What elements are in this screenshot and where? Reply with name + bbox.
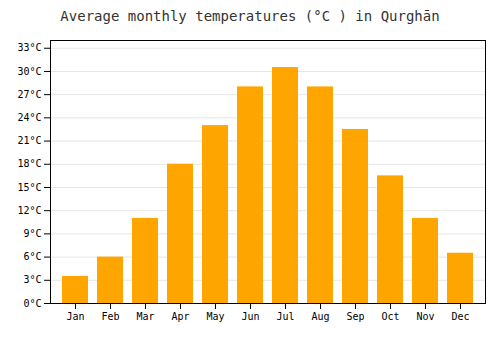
svg-text:Jan: Jan xyxy=(66,311,84,322)
svg-text:0°C: 0°C xyxy=(23,298,41,309)
svg-text:Feb: Feb xyxy=(101,311,119,322)
svg-text:9°C: 9°C xyxy=(23,228,41,239)
svg-text:6°C: 6°C xyxy=(23,251,41,262)
svg-text:18°C: 18°C xyxy=(17,158,41,169)
svg-text:Apr: Apr xyxy=(171,311,189,322)
svg-text:27°C: 27°C xyxy=(17,89,41,100)
html-text:Average monthly temperatures (: Average monthly temperatures (°C ) in Qu… xyxy=(60,8,440,24)
svg-text:Sep: Sep xyxy=(346,311,364,322)
svg-text:24°C: 24°C xyxy=(17,112,41,123)
svg-text:3°C: 3°C xyxy=(23,274,41,285)
svg-text:Aug: Aug xyxy=(311,311,329,322)
svg-text:Dec: Dec xyxy=(451,311,469,322)
svg-text:33°C: 33°C xyxy=(17,42,41,53)
svg-text:15°C: 15°C xyxy=(17,182,41,193)
svg-text:Nov: Nov xyxy=(416,311,434,322)
svg-text:Jul: Jul xyxy=(276,311,294,322)
svg-text:Oct: Oct xyxy=(381,311,399,322)
svg-text:30°C: 30°C xyxy=(17,66,41,77)
svg-text:12°C: 12°C xyxy=(17,205,41,216)
svg-text:Jun: Jun xyxy=(241,311,259,322)
svg-text:Mar: Mar xyxy=(136,311,154,322)
svg-text:21°C: 21°C xyxy=(17,135,41,146)
svg-text:May: May xyxy=(206,311,224,322)
